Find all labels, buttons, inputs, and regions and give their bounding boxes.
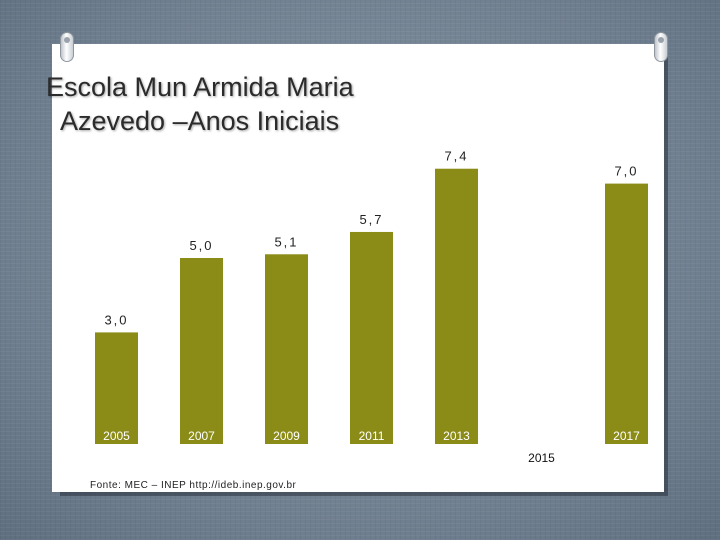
bar-2005 xyxy=(95,332,138,444)
bar-2007 xyxy=(180,258,223,444)
title-line-1: Escola Mun Armida Maria xyxy=(46,72,354,102)
slide-title: Escola Mun Armida Maria Azevedo –Anos In… xyxy=(46,70,406,138)
value-label-2013: 7,4 xyxy=(444,149,468,164)
source-note: Fonte: MEC – INEP http://ideb.inep.gov.b… xyxy=(90,480,297,491)
pin-icon xyxy=(60,32,74,62)
bar-2011 xyxy=(350,231,393,444)
value-label-2009: 5,1 xyxy=(274,234,298,249)
category-label-2007: 2007 xyxy=(188,429,215,443)
bar-2017 xyxy=(605,183,648,444)
category-label-2005: 2005 xyxy=(103,429,130,443)
category-label-2011: 2011 xyxy=(359,429,385,443)
value-label-2007: 5,0 xyxy=(189,238,213,253)
title-line-2: Azevedo –Anos Iniciais xyxy=(60,106,340,136)
category-label-2009: 2009 xyxy=(273,429,300,443)
value-label-2017: 7,0 xyxy=(614,164,638,179)
category-label-2017: 2017 xyxy=(613,429,640,443)
bar-2013 xyxy=(435,168,478,444)
bar-2009 xyxy=(265,254,308,444)
category-label-2015: 2015 xyxy=(528,451,555,465)
value-label-2011: 5,7 xyxy=(359,212,383,227)
category-label-2013: 2013 xyxy=(443,429,470,443)
pin-icon xyxy=(654,32,668,62)
value-label-2005: 3,0 xyxy=(104,312,128,327)
